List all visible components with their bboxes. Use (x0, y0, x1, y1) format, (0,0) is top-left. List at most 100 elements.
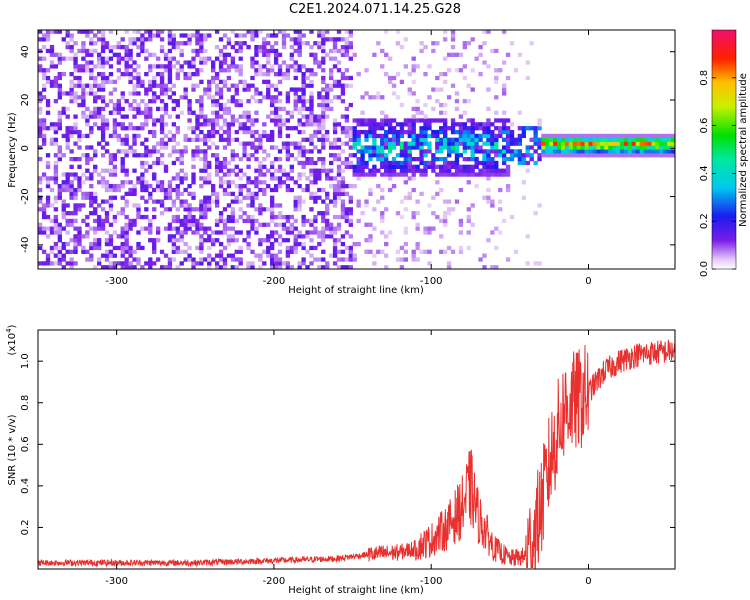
heatmap-cell (309, 160, 314, 166)
heatmap-cell (218, 253, 224, 258)
heatmap-cell (619, 153, 625, 158)
heatmap-cell (104, 187, 110, 193)
heatmap-cell (568, 133, 574, 139)
heatmap-cell (317, 137, 322, 142)
heatmap-cell (96, 126, 102, 131)
heatmap-cell (128, 249, 133, 254)
heatmap-cell (246, 191, 251, 197)
heatmap-cell (246, 203, 251, 208)
heatmap-cell (592, 137, 597, 142)
heatmap-cell (301, 72, 306, 77)
heatmap-cell (285, 156, 291, 162)
heatmap-cell (65, 114, 70, 119)
heatmap-cell (328, 226, 334, 231)
heatmap-cell (140, 265, 145, 269)
heatmap-cell (336, 164, 342, 169)
heatmap-cell (505, 149, 511, 154)
heatmap-cell (222, 106, 228, 112)
heatmap-cell (348, 265, 353, 269)
heatmap-cell (187, 75, 192, 81)
heatmap-cell (238, 44, 243, 50)
heatmap-cell (136, 37, 141, 42)
heatmap-cell (348, 164, 353, 169)
heatmap-cell (254, 207, 259, 212)
heatmap-cell (348, 253, 353, 258)
heatmap-cell (179, 156, 184, 162)
heatmap-cell (238, 187, 243, 193)
heatmap-cell (596, 137, 601, 142)
heatmap-cell (317, 230, 322, 235)
heatmap-cell (211, 191, 216, 197)
heatmap-cell (297, 153, 302, 158)
heatmap-cell (293, 203, 298, 208)
heatmap-cell (250, 95, 255, 100)
heatmap-cell (207, 172, 212, 177)
heatmap-cell (100, 37, 106, 42)
heatmap-cell (305, 187, 310, 193)
heatmap-cell (376, 199, 381, 204)
heatmap-cell (443, 218, 448, 224)
heatmap-cell (38, 122, 43, 127)
heatmap-cell (285, 184, 291, 189)
heatmap-cell (325, 102, 330, 108)
heatmap-cell (230, 238, 236, 243)
heatmap-cell (470, 126, 475, 131)
bottom-y-axis-label: SNR (10 * v/v) (7, 414, 18, 485)
heatmap-cell (667, 133, 672, 139)
heatmap-cell (104, 75, 110, 81)
heatmap-cell (525, 149, 530, 154)
heatmap-cell (616, 153, 621, 158)
heatmap-cell (568, 149, 574, 154)
heatmap-cell (360, 164, 365, 169)
heatmap-cell (61, 253, 66, 258)
heatmap-cell (93, 99, 98, 104)
heatmap-cell (297, 176, 302, 181)
heatmap-cell (262, 133, 267, 139)
heatmap-cell (352, 164, 357, 169)
heatmap-cell (517, 149, 523, 154)
heatmap-cell (152, 145, 157, 150)
heatmap-cell (325, 191, 330, 197)
heatmap-cell (395, 133, 401, 139)
heatmap-cell (175, 99, 180, 104)
heatmap-cell (203, 133, 208, 139)
heatmap-cell (285, 72, 291, 77)
heatmap-cell (415, 164, 420, 169)
heatmap-cell (293, 207, 298, 212)
heatmap-cell (49, 218, 55, 224)
heatmap-cell (128, 145, 133, 150)
heatmap-cell (89, 129, 94, 135)
heatmap-cell (230, 44, 236, 50)
heatmap-cell (415, 211, 420, 216)
heatmap-cell (57, 187, 62, 193)
heatmap-cell (317, 257, 322, 262)
heatmap-cell (332, 261, 338, 266)
heatmap-cell (89, 37, 94, 42)
heatmap-cell (364, 172, 369, 177)
heatmap-cell (505, 129, 511, 135)
heatmap-cell (246, 241, 251, 247)
heatmap-cell (376, 184, 381, 189)
heatmap-cell (431, 156, 436, 162)
heatmap-cell (211, 95, 216, 100)
heatmap-cell (140, 164, 145, 169)
heatmap-cell (439, 172, 444, 177)
heatmap-cell (521, 180, 526, 185)
heatmap-cell (285, 226, 291, 231)
heatmap-cell (458, 114, 464, 119)
heatmap-cell (309, 52, 314, 57)
heatmap-cell (226, 129, 232, 135)
heatmap-cell (281, 145, 287, 150)
heatmap-cell (466, 245, 471, 251)
heatmap-cell (112, 245, 118, 251)
heatmap-cell (175, 226, 180, 231)
heatmap-cell (458, 187, 464, 193)
heatmap-cell (38, 68, 43, 73)
heatmap-cell (152, 79, 157, 84)
heatmap-cell (199, 207, 204, 212)
heatmap-cell (53, 253, 59, 258)
heatmap-cell (73, 241, 78, 247)
heatmap-cell (175, 141, 180, 146)
heatmap-cell (269, 129, 275, 135)
heatmap-cell (568, 145, 574, 150)
